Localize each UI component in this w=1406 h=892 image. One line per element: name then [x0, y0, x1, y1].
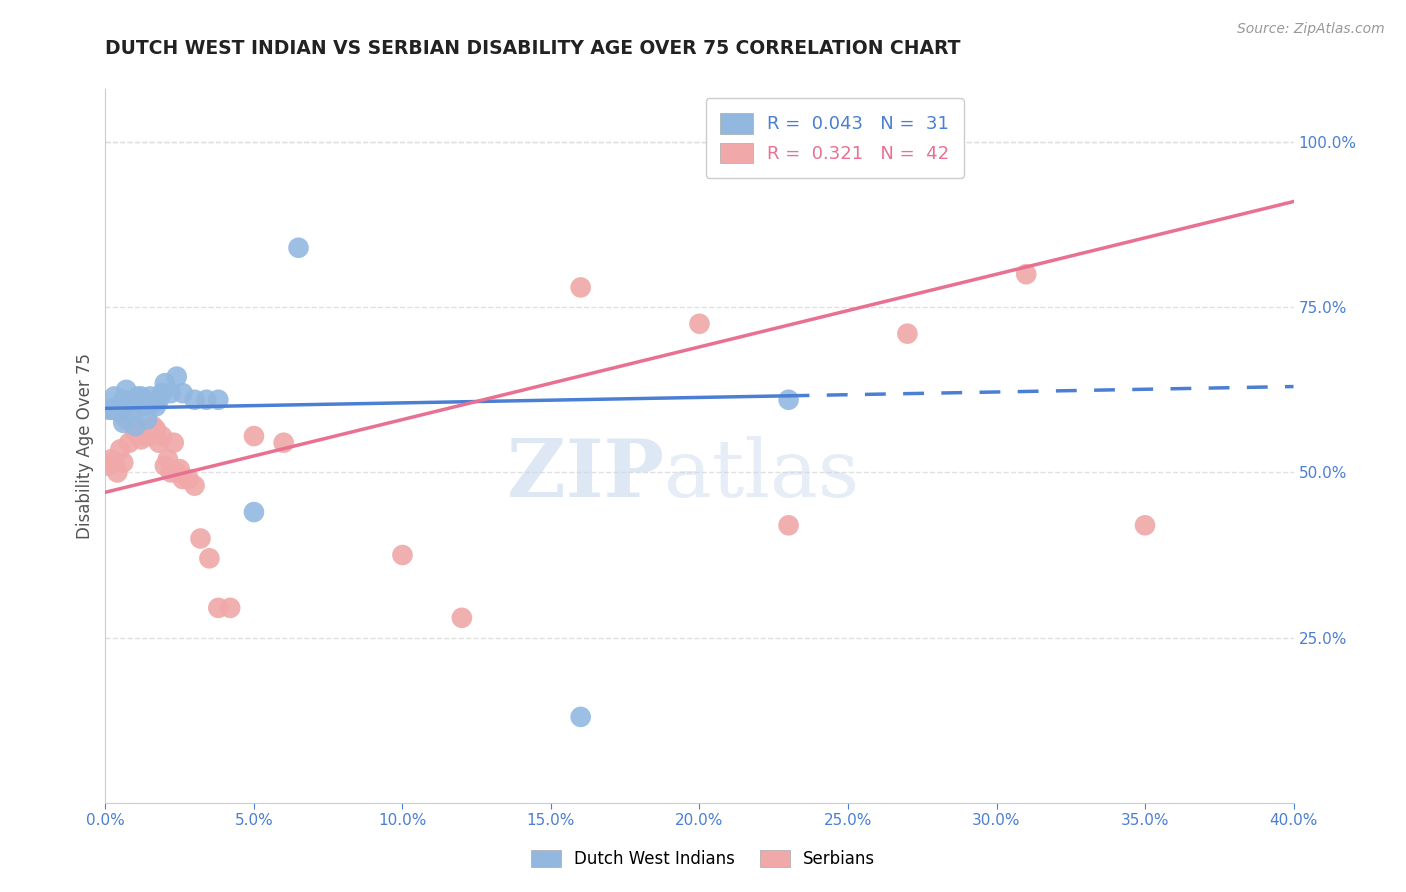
Point: [778, 518, 800, 533]
Text: atlas: atlas: [664, 435, 859, 514]
Point: [150, 429, 173, 443]
Point: [273, 435, 295, 450]
Point: [287, 241, 309, 255]
Point: [127, 389, 149, 403]
Point: [159, 386, 181, 401]
Point: [150, 386, 173, 401]
Point: [195, 392, 218, 407]
Point: [896, 326, 918, 341]
Legend: R =  0.043   N =  31, R =  0.321   N =  42: R = 0.043 N = 31, R = 0.321 N = 42: [706, 98, 963, 178]
Point: [219, 600, 242, 615]
Point: [136, 412, 159, 426]
Point: [190, 532, 212, 546]
Point: [153, 376, 176, 391]
Point: [121, 402, 143, 417]
Point: [159, 466, 181, 480]
Point: [391, 548, 413, 562]
Point: [97, 458, 120, 473]
Point: [145, 422, 167, 436]
Point: [172, 386, 194, 401]
Point: [112, 416, 135, 430]
Point: [110, 442, 132, 457]
Point: [129, 433, 152, 447]
Point: [118, 396, 141, 410]
Y-axis label: Disability Age Over 75: Disability Age Over 75: [76, 353, 94, 539]
Point: [156, 452, 179, 467]
Point: [105, 400, 128, 414]
Text: ZIP: ZIP: [506, 435, 664, 514]
Point: [183, 392, 205, 407]
Point: [207, 600, 229, 615]
Point: [124, 425, 146, 440]
Point: [97, 402, 120, 417]
Point: [198, 551, 221, 566]
Point: [243, 429, 266, 443]
Point: [169, 462, 191, 476]
Point: [132, 400, 155, 414]
Point: [207, 392, 229, 407]
Point: [1015, 267, 1038, 281]
Point: [450, 611, 472, 625]
Point: [778, 392, 800, 407]
Point: [127, 419, 149, 434]
Point: [569, 710, 592, 724]
Point: [110, 406, 132, 420]
Point: [103, 456, 125, 470]
Point: [129, 389, 152, 403]
Point: [136, 429, 159, 443]
Point: [569, 280, 592, 294]
Point: [153, 458, 176, 473]
Point: [132, 422, 155, 436]
Point: [177, 472, 200, 486]
Point: [689, 317, 711, 331]
Point: [139, 389, 162, 403]
Point: [148, 392, 170, 407]
Point: [183, 478, 205, 492]
Point: [112, 392, 135, 407]
Point: [139, 429, 162, 443]
Point: [142, 419, 165, 434]
Point: [1133, 518, 1156, 533]
Point: [166, 369, 188, 384]
Point: [100, 402, 122, 417]
Point: [142, 396, 165, 410]
Point: [148, 435, 170, 450]
Point: [145, 400, 167, 414]
Point: [163, 435, 186, 450]
Point: [105, 466, 128, 480]
Point: [100, 452, 122, 467]
Point: [243, 505, 266, 519]
Point: [103, 389, 125, 403]
Legend: Dutch West Indians, Serbians: Dutch West Indians, Serbians: [524, 843, 882, 875]
Text: Source: ZipAtlas.com: Source: ZipAtlas.com: [1237, 22, 1385, 37]
Point: [124, 419, 146, 434]
Point: [166, 466, 188, 480]
Point: [115, 383, 138, 397]
Text: DUTCH WEST INDIAN VS SERBIAN DISABILITY AGE OVER 75 CORRELATION CHART: DUTCH WEST INDIAN VS SERBIAN DISABILITY …: [105, 39, 960, 58]
Point: [118, 435, 141, 450]
Point: [172, 472, 194, 486]
Point: [115, 412, 138, 426]
Point: [112, 456, 135, 470]
Point: [121, 416, 143, 430]
